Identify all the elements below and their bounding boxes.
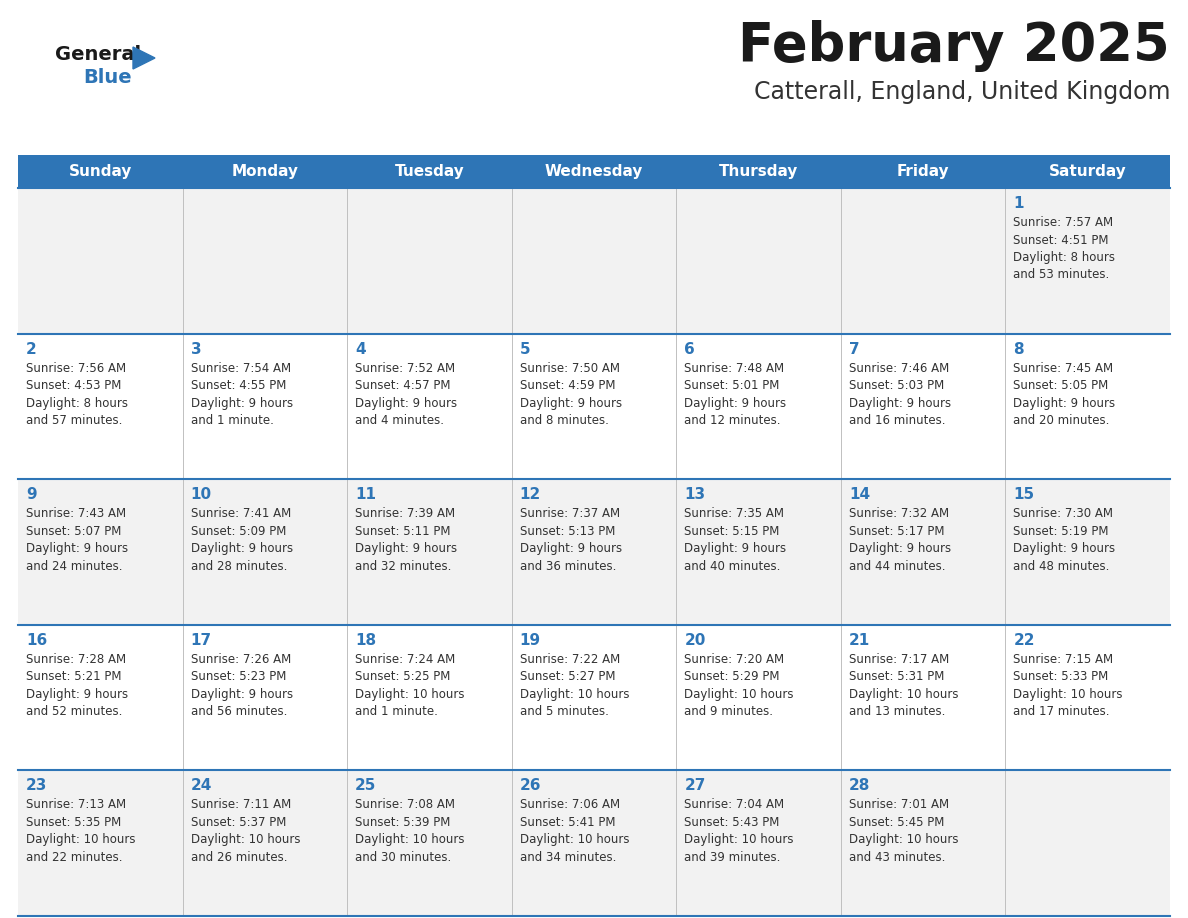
Text: February 2025: February 2025 — [739, 20, 1170, 72]
Text: Sunrise: 7:57 AM
Sunset: 4:51 PM
Daylight: 8 hours
and 53 minutes.: Sunrise: 7:57 AM Sunset: 4:51 PM Dayligh… — [1013, 216, 1116, 282]
Text: 19: 19 — [519, 633, 541, 648]
Text: Sunrise: 7:56 AM
Sunset: 4:53 PM
Daylight: 8 hours
and 57 minutes.: Sunrise: 7:56 AM Sunset: 4:53 PM Dayligh… — [26, 362, 128, 427]
Text: Sunrise: 7:08 AM
Sunset: 5:39 PM
Daylight: 10 hours
and 30 minutes.: Sunrise: 7:08 AM Sunset: 5:39 PM Dayligh… — [355, 799, 465, 864]
Text: 9: 9 — [26, 487, 37, 502]
Text: 4: 4 — [355, 341, 366, 356]
Text: Sunrise: 7:43 AM
Sunset: 5:07 PM
Daylight: 9 hours
and 24 minutes.: Sunrise: 7:43 AM Sunset: 5:07 PM Dayligh… — [26, 508, 128, 573]
Text: Tuesday: Tuesday — [394, 164, 465, 179]
Text: Sunrise: 7:37 AM
Sunset: 5:13 PM
Daylight: 9 hours
and 36 minutes.: Sunrise: 7:37 AM Sunset: 5:13 PM Dayligh… — [519, 508, 621, 573]
Text: 18: 18 — [355, 633, 377, 648]
Text: 26: 26 — [519, 778, 542, 793]
Text: 2: 2 — [26, 341, 37, 356]
Text: 15: 15 — [1013, 487, 1035, 502]
Text: 23: 23 — [26, 778, 48, 793]
Bar — [18, 479, 1170, 625]
Text: Catterall, England, United Kingdom: Catterall, England, United Kingdom — [753, 80, 1170, 104]
Text: Sunrise: 7:50 AM
Sunset: 4:59 PM
Daylight: 9 hours
and 8 minutes.: Sunrise: 7:50 AM Sunset: 4:59 PM Dayligh… — [519, 362, 621, 427]
Text: Wednesday: Wednesday — [545, 164, 643, 179]
Text: 17: 17 — [190, 633, 211, 648]
Text: 7: 7 — [849, 341, 859, 356]
Text: Sunrise: 7:11 AM
Sunset: 5:37 PM
Daylight: 10 hours
and 26 minutes.: Sunrise: 7:11 AM Sunset: 5:37 PM Dayligh… — [190, 799, 301, 864]
Polygon shape — [133, 47, 154, 69]
Text: 1: 1 — [1013, 196, 1024, 211]
Text: Sunday: Sunday — [69, 164, 132, 179]
Text: Sunrise: 7:15 AM
Sunset: 5:33 PM
Daylight: 10 hours
and 17 minutes.: Sunrise: 7:15 AM Sunset: 5:33 PM Dayligh… — [1013, 653, 1123, 718]
Text: Sunrise: 7:35 AM
Sunset: 5:15 PM
Daylight: 9 hours
and 40 minutes.: Sunrise: 7:35 AM Sunset: 5:15 PM Dayligh… — [684, 508, 786, 573]
Text: 28: 28 — [849, 778, 871, 793]
Text: Sunrise: 7:20 AM
Sunset: 5:29 PM
Daylight: 10 hours
and 9 minutes.: Sunrise: 7:20 AM Sunset: 5:29 PM Dayligh… — [684, 653, 794, 718]
Text: Sunrise: 7:54 AM
Sunset: 4:55 PM
Daylight: 9 hours
and 1 minute.: Sunrise: 7:54 AM Sunset: 4:55 PM Dayligh… — [190, 362, 292, 427]
Text: Sunrise: 7:24 AM
Sunset: 5:25 PM
Daylight: 10 hours
and 1 minute.: Sunrise: 7:24 AM Sunset: 5:25 PM Dayligh… — [355, 653, 465, 718]
Text: Sunrise: 7:52 AM
Sunset: 4:57 PM
Daylight: 9 hours
and 4 minutes.: Sunrise: 7:52 AM Sunset: 4:57 PM Dayligh… — [355, 362, 457, 427]
Text: General: General — [55, 45, 141, 64]
Text: Sunrise: 7:41 AM
Sunset: 5:09 PM
Daylight: 9 hours
and 28 minutes.: Sunrise: 7:41 AM Sunset: 5:09 PM Dayligh… — [190, 508, 292, 573]
Text: Sunrise: 7:45 AM
Sunset: 5:05 PM
Daylight: 9 hours
and 20 minutes.: Sunrise: 7:45 AM Sunset: 5:05 PM Dayligh… — [1013, 362, 1116, 427]
Bar — [18, 770, 1170, 916]
Text: 27: 27 — [684, 778, 706, 793]
Bar — [18, 625, 1170, 770]
Text: Sunrise: 7:30 AM
Sunset: 5:19 PM
Daylight: 9 hours
and 48 minutes.: Sunrise: 7:30 AM Sunset: 5:19 PM Dayligh… — [1013, 508, 1116, 573]
Text: 14: 14 — [849, 487, 870, 502]
Text: 21: 21 — [849, 633, 870, 648]
Bar — [18, 333, 1170, 479]
Text: 11: 11 — [355, 487, 377, 502]
Text: Monday: Monday — [232, 164, 298, 179]
Text: 13: 13 — [684, 487, 706, 502]
Text: 3: 3 — [190, 341, 201, 356]
Text: Sunrise: 7:32 AM
Sunset: 5:17 PM
Daylight: 9 hours
and 44 minutes.: Sunrise: 7:32 AM Sunset: 5:17 PM Dayligh… — [849, 508, 950, 573]
Text: Sunrise: 7:26 AM
Sunset: 5:23 PM
Daylight: 9 hours
and 56 minutes.: Sunrise: 7:26 AM Sunset: 5:23 PM Dayligh… — [190, 653, 292, 718]
Text: Thursday: Thursday — [719, 164, 798, 179]
Bar — [18, 188, 1170, 333]
Text: Sunrise: 7:48 AM
Sunset: 5:01 PM
Daylight: 9 hours
and 12 minutes.: Sunrise: 7:48 AM Sunset: 5:01 PM Dayligh… — [684, 362, 786, 427]
Text: Sunrise: 7:39 AM
Sunset: 5:11 PM
Daylight: 9 hours
and 32 minutes.: Sunrise: 7:39 AM Sunset: 5:11 PM Dayligh… — [355, 508, 457, 573]
Text: 22: 22 — [1013, 633, 1035, 648]
Text: Sunrise: 7:04 AM
Sunset: 5:43 PM
Daylight: 10 hours
and 39 minutes.: Sunrise: 7:04 AM Sunset: 5:43 PM Dayligh… — [684, 799, 794, 864]
Text: Sunrise: 7:01 AM
Sunset: 5:45 PM
Daylight: 10 hours
and 43 minutes.: Sunrise: 7:01 AM Sunset: 5:45 PM Dayligh… — [849, 799, 959, 864]
Text: Saturday: Saturday — [1049, 164, 1126, 179]
Text: 20: 20 — [684, 633, 706, 648]
Text: Sunrise: 7:28 AM
Sunset: 5:21 PM
Daylight: 9 hours
and 52 minutes.: Sunrise: 7:28 AM Sunset: 5:21 PM Dayligh… — [26, 653, 128, 718]
Text: 25: 25 — [355, 778, 377, 793]
Bar — [18, 155, 1170, 188]
Text: Friday: Friday — [897, 164, 949, 179]
Text: Sunrise: 7:06 AM
Sunset: 5:41 PM
Daylight: 10 hours
and 34 minutes.: Sunrise: 7:06 AM Sunset: 5:41 PM Dayligh… — [519, 799, 630, 864]
Text: 12: 12 — [519, 487, 541, 502]
Text: Sunrise: 7:13 AM
Sunset: 5:35 PM
Daylight: 10 hours
and 22 minutes.: Sunrise: 7:13 AM Sunset: 5:35 PM Dayligh… — [26, 799, 135, 864]
Text: 16: 16 — [26, 633, 48, 648]
Text: 24: 24 — [190, 778, 211, 793]
Text: Blue: Blue — [83, 68, 132, 87]
Text: Sunrise: 7:46 AM
Sunset: 5:03 PM
Daylight: 9 hours
and 16 minutes.: Sunrise: 7:46 AM Sunset: 5:03 PM Dayligh… — [849, 362, 950, 427]
Text: 8: 8 — [1013, 341, 1024, 356]
Text: 10: 10 — [190, 487, 211, 502]
Text: 6: 6 — [684, 341, 695, 356]
Text: Sunrise: 7:22 AM
Sunset: 5:27 PM
Daylight: 10 hours
and 5 minutes.: Sunrise: 7:22 AM Sunset: 5:27 PM Dayligh… — [519, 653, 630, 718]
Text: 5: 5 — [519, 341, 530, 356]
Text: Sunrise: 7:17 AM
Sunset: 5:31 PM
Daylight: 10 hours
and 13 minutes.: Sunrise: 7:17 AM Sunset: 5:31 PM Dayligh… — [849, 653, 959, 718]
